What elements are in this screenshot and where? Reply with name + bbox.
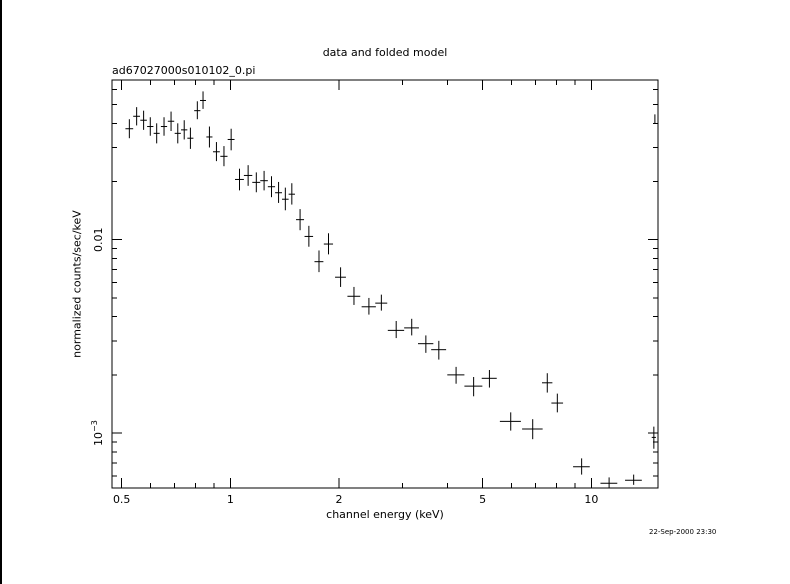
x-tick-label: 2	[336, 493, 343, 506]
data-point	[147, 117, 154, 136]
data-point	[174, 123, 181, 144]
data-point	[541, 373, 553, 393]
data-point	[296, 209, 305, 231]
timestamp: 22-Sep-2000 23:30	[649, 528, 717, 536]
data-point	[431, 340, 447, 360]
data-point	[404, 318, 419, 336]
data-point	[600, 477, 618, 488]
data-point	[481, 369, 497, 388]
data-point	[160, 117, 168, 136]
data-point	[200, 91, 206, 109]
data-point	[387, 320, 405, 339]
y-tick-label: 0.01	[92, 227, 105, 252]
data-point	[573, 458, 590, 475]
data-point	[314, 250, 324, 273]
data-point	[252, 172, 261, 193]
data-point	[347, 286, 361, 305]
data-point	[220, 146, 228, 167]
data-point	[323, 233, 334, 255]
data-point	[140, 110, 147, 130]
data-point	[522, 419, 543, 440]
chart-title: data and folded model	[322, 46, 448, 59]
x-tick-label: 1	[227, 493, 234, 506]
y-tick-label: 10−3	[90, 420, 105, 446]
window-left-edge	[0, 0, 2, 584]
plot-frame	[111, 79, 659, 489]
data-point	[212, 142, 220, 162]
data-point	[288, 183, 295, 205]
data-point	[153, 123, 160, 144]
data-point	[499, 412, 521, 431]
data-point	[464, 377, 483, 397]
data-point	[181, 120, 188, 140]
data-point	[227, 128, 235, 151]
data-point	[167, 111, 175, 132]
data-point	[447, 366, 465, 384]
data-point	[375, 294, 388, 311]
data-point	[275, 181, 282, 203]
data-point	[243, 165, 253, 186]
data-point	[260, 170, 268, 191]
x-tick-label: 0.5	[113, 493, 131, 506]
data-point	[418, 335, 434, 353]
file-label: ad67027000s010102_0.pi	[112, 64, 256, 77]
data-point	[187, 127, 194, 149]
data-point	[133, 107, 141, 126]
data-point	[281, 187, 289, 211]
data-point	[304, 225, 314, 247]
data-point	[234, 168, 244, 191]
data-point	[361, 297, 376, 315]
data-point	[194, 101, 201, 120]
data-point	[335, 267, 346, 287]
data-point	[651, 426, 656, 449]
x-tick-label: 5	[479, 493, 486, 506]
data-point	[625, 474, 642, 485]
data-point	[551, 393, 564, 413]
x-tick-label: 10	[584, 493, 598, 506]
data-point	[125, 119, 134, 139]
data-point	[206, 126, 213, 148]
x-axis-label: channel energy (keV)	[326, 508, 444, 521]
data-point	[267, 176, 276, 198]
